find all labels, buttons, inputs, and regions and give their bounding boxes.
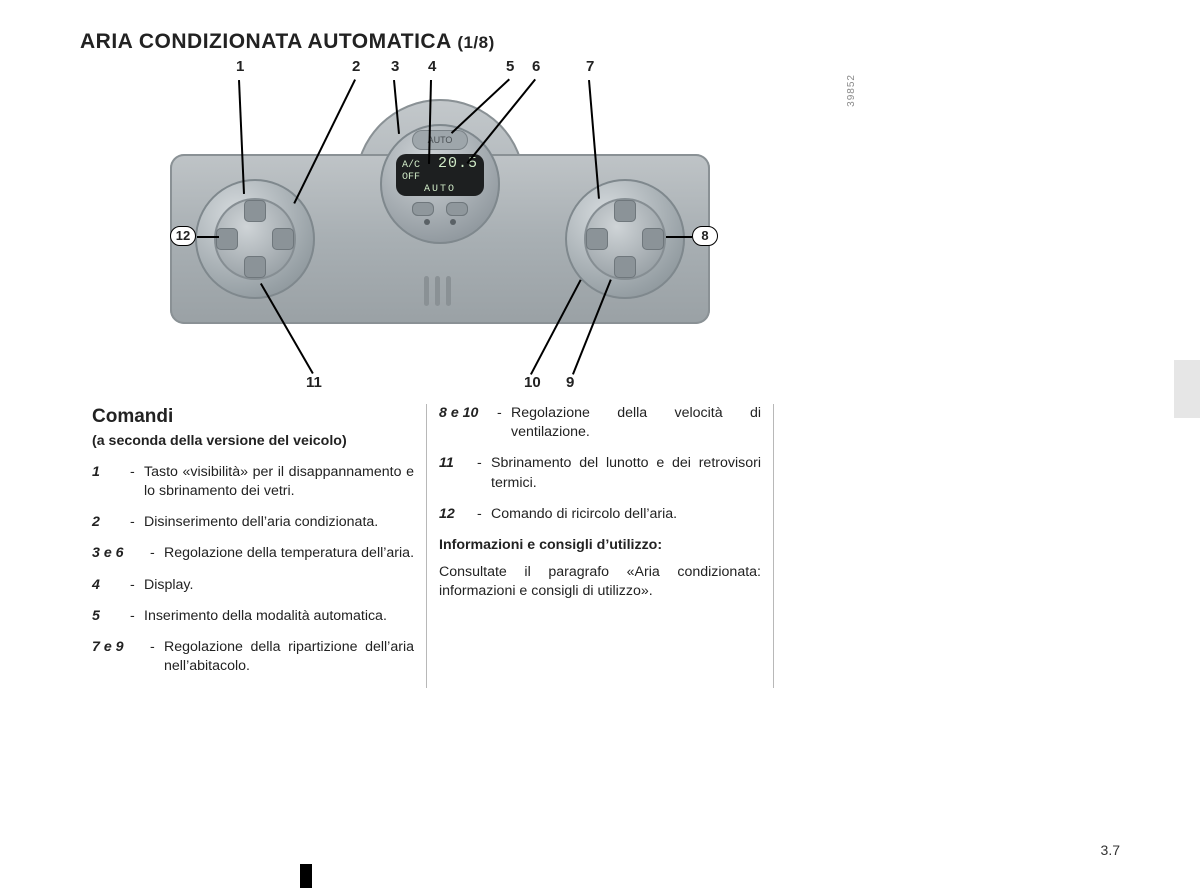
auto-button: AUTO [412, 130, 468, 150]
lcd-acoff: A/C OFF [402, 160, 438, 184]
center-mini-button-left [412, 202, 434, 216]
center-mini-button-right [446, 202, 468, 216]
command-item: 12 - Comando di ricircolo dell’aria. [439, 505, 761, 524]
left-dial-button-top [244, 200, 266, 222]
command-item: 4 - Display. [92, 576, 414, 595]
lead-12 [197, 236, 219, 238]
callout-top-6: 6 [532, 58, 540, 75]
command-ref: 7 e 9 [92, 639, 124, 655]
lcd-temp: 20.5 [438, 158, 478, 170]
crop-mark [300, 864, 312, 888]
command-ref: 8 e 10 [439, 405, 478, 421]
command-text: Disinserimento dell’aria condizionata. [144, 513, 414, 532]
center-dial: AUTO A/C OFF 20.5 AUTO [380, 124, 500, 244]
dash: - [130, 576, 144, 595]
callout-top-2: 2 [352, 58, 360, 75]
dash: - [130, 513, 144, 532]
command-ref: 11 [439, 454, 477, 492]
command-item: 3 e 6 - Regolazione della temperatura de… [92, 544, 414, 563]
title-sub: (1/8) [457, 33, 494, 52]
command-item: 11 - Sbrinamento del lunotto e dei retro… [439, 454, 761, 492]
callout-bubble-8: 8 [692, 226, 718, 246]
dash: - [477, 454, 491, 492]
climate-control-diagram: 39852 AUTO A/C OFF 20.5 AUTO [140, 64, 840, 404]
photo-id: 39852 [846, 74, 857, 107]
center-dot-left [424, 219, 430, 225]
title-main: ARIA CONDIZIONATA AUTOMATICA [80, 30, 451, 53]
left-dial-button-left [216, 228, 238, 250]
dash: - [130, 607, 144, 626]
command-text: Tasto «visibilità» per il disappannament… [144, 463, 414, 501]
callout-bottom-10: 10 [524, 374, 541, 391]
left-dial-inner [214, 198, 296, 280]
command-text: Comando di ricircolo dell’aria. [491, 505, 761, 524]
dash: - [150, 638, 164, 676]
info-heading: Informazioni e consigli d’utilizzo: [439, 536, 761, 555]
callout-bottom-11: 11 [306, 374, 322, 391]
col-right [773, 404, 1120, 688]
callout-bottom-9: 9 [566, 374, 574, 391]
dash: - [150, 544, 164, 563]
command-text: Regolazione della ripartizione dell’aria… [164, 638, 414, 676]
command-ref: 12 [439, 505, 477, 524]
center-dot-right [450, 219, 456, 225]
command-item: 7 e 9 - Regolazione della ripartizione d… [92, 638, 414, 676]
callout-top-3: 3 [391, 58, 399, 75]
command-text: Regolazione della temperatura dell’aria. [164, 544, 414, 563]
command-ref: 4 [92, 576, 130, 595]
command-ref: 5 [92, 607, 130, 626]
right-dial-button-right [642, 228, 664, 250]
col-mid: 8 e 10 - Regolazione della velocità di v… [426, 404, 773, 688]
command-item: 5 - Inserimento della modalità automatic… [92, 607, 414, 626]
command-text: Inserimento della modalità automatica. [144, 607, 414, 626]
command-item: 8 e 10 - Regolazione della velocità di v… [439, 404, 761, 442]
side-thumb-tab [1174, 360, 1200, 418]
callout-bubble-12: 12 [170, 226, 196, 246]
info-text: Consultate il paragrafo «Aria condiziona… [439, 563, 761, 601]
command-item: 1 - Tasto «visibilità» per il disappanna… [92, 463, 414, 501]
right-dial-button-bottom [614, 256, 636, 278]
command-text: Display. [144, 576, 414, 595]
page-number: 3.7 [1101, 842, 1120, 858]
command-ref: 1 [92, 463, 130, 501]
command-ref: 2 [92, 513, 130, 532]
dash: - [130, 463, 144, 501]
lead-8 [666, 236, 692, 238]
page-title: ARIA CONDIZIONATA AUTOMATICA (1/8) [80, 30, 1120, 54]
air-grille [424, 276, 451, 306]
command-text: Sbrinamento del lunotto e dei retrovisor… [491, 454, 761, 492]
dash: - [477, 505, 491, 524]
command-ref: 3 e 6 [92, 545, 124, 561]
callout-top-5: 5 [506, 58, 514, 75]
right-dial-button-top [614, 200, 636, 222]
dash: - [497, 404, 511, 442]
left-dial-button-bottom [244, 256, 266, 278]
col-left: Comandi (a seconda della versione del ve… [80, 404, 426, 688]
callout-top-1: 1 [236, 58, 244, 75]
callout-top-7: 7 [586, 58, 594, 75]
comandi-subheading: (a seconda della versione del veicolo) [92, 432, 414, 451]
right-dial-button-left [586, 228, 608, 250]
comandi-heading: Comandi [92, 404, 414, 430]
lcd-auto: AUTO [402, 184, 478, 196]
command-text: Regolazione della velocità di ventilazio… [511, 404, 761, 442]
callout-top-4: 4 [428, 58, 436, 75]
right-dial [565, 179, 685, 299]
right-dial-inner [584, 198, 666, 280]
command-item: 2 - Disinserimento dell’aria condizionat… [92, 513, 414, 532]
text-columns: Comandi (a seconda della versione del ve… [80, 404, 1120, 688]
left-dial-button-right [272, 228, 294, 250]
